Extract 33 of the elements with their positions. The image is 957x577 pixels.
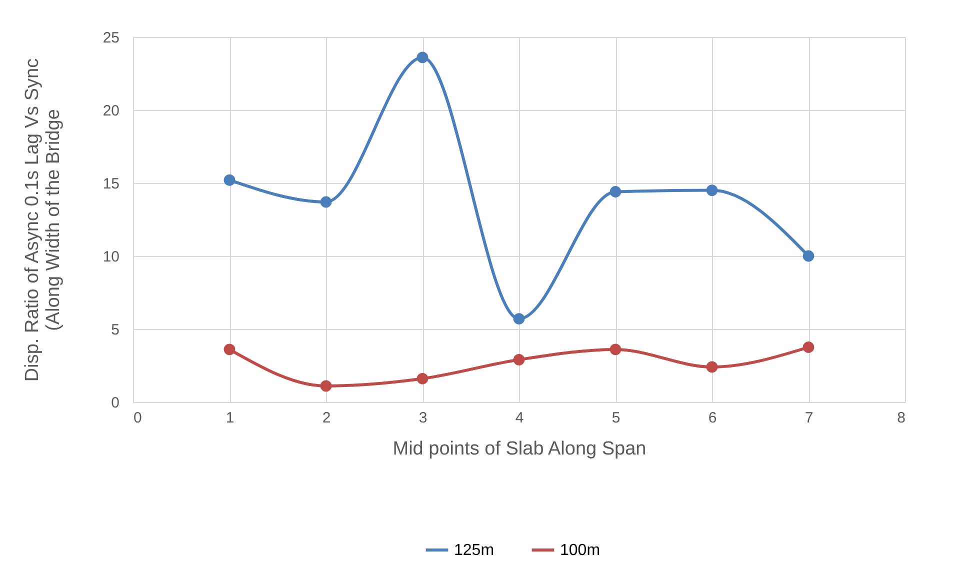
point	[802, 250, 814, 262]
x-tick-label: 2	[322, 410, 331, 426]
y-tick-label: 20	[102, 102, 120, 120]
point	[224, 344, 236, 356]
x-tick-label: 3	[418, 410, 428, 426]
y-tick-label: 15	[102, 176, 120, 192]
legend-label: 100m	[560, 542, 600, 559]
point	[513, 313, 525, 324]
point	[224, 174, 236, 186]
point	[802, 342, 814, 353]
point	[513, 354, 525, 366]
x-tick-label: 4	[515, 410, 524, 426]
y-tick-label: 0	[111, 394, 120, 412]
point	[320, 380, 332, 392]
y-tick-label: 25	[102, 30, 120, 46]
x-tick-label: 5	[612, 410, 620, 426]
point	[320, 196, 332, 208]
x-tick-label: 7	[804, 410, 814, 426]
x-tick-label: 1	[226, 410, 234, 426]
point	[706, 361, 718, 373]
point	[706, 184, 718, 196]
point	[416, 372, 428, 384]
y-axis-title: Disp. Ratio of Async 0.1s Lag Vs Sync (Along Width of the Bridge	[22, 58, 64, 382]
x-axis-title: Mid points of Slab Along Span	[392, 438, 646, 460]
y-tick-label: 10	[102, 248, 120, 266]
point	[610, 344, 622, 356]
x-tick-label: 6	[708, 410, 717, 426]
point	[610, 186, 622, 198]
y-tick-label: 5	[111, 322, 120, 338]
x-tick-label: 0	[134, 410, 142, 426]
legend-label: 125m	[454, 542, 494, 559]
point	[416, 52, 428, 64]
x-tick-label: 8	[897, 410, 906, 426]
